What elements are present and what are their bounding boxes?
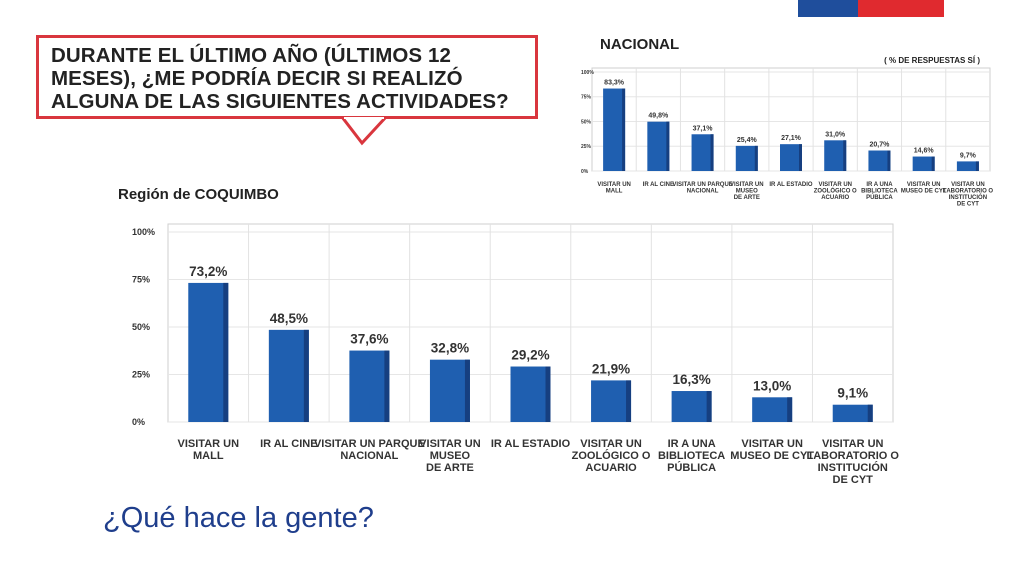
region-bar-side bbox=[626, 380, 632, 422]
nacional-category-label: VISITAR UN PARQUE NACIONAL bbox=[672, 182, 732, 195]
region-bar bbox=[510, 366, 551, 422]
nacional-bar-side bbox=[887, 150, 891, 171]
region-y-tick-label: 50% bbox=[132, 322, 150, 332]
nacional-bar-side bbox=[799, 144, 802, 171]
nacional-category-label: IR AL CINE bbox=[643, 182, 674, 188]
region-category-label: VISITAR UN MUSEO DE ARTE bbox=[419, 438, 481, 474]
nacional-value-label: 27,1% bbox=[781, 135, 802, 142]
region-bar bbox=[671, 391, 712, 422]
nacional-bar-side bbox=[843, 140, 847, 171]
nacional-bar bbox=[647, 121, 670, 171]
nacional-value-label: 37,1% bbox=[693, 125, 714, 132]
region-y-tick-label: 25% bbox=[132, 370, 150, 380]
region-bar-side bbox=[303, 329, 309, 422]
region-y-tick-label: 0% bbox=[132, 417, 145, 427]
region-value-label: 73,2% bbox=[189, 264, 227, 279]
region-bar bbox=[268, 329, 309, 422]
nacional-bar bbox=[912, 156, 935, 171]
region-bar-side bbox=[464, 359, 470, 422]
region-bar bbox=[752, 397, 793, 422]
region-heading: Región de COQUIMBO bbox=[118, 186, 279, 203]
region-category-label: VISITAR UN PARQUE NACIONAL bbox=[314, 438, 425, 462]
nacional-note: ( % DE RESPUESTAS SÍ ) bbox=[884, 56, 980, 65]
page-title: ¿Qué hace la gente? bbox=[103, 502, 374, 534]
region-value-label: 21,9% bbox=[592, 361, 630, 376]
nacional-category-label: VISITAR UN MUSEO DE CYT bbox=[901, 182, 947, 195]
region-bar-side bbox=[867, 404, 873, 422]
region-bar-side bbox=[545, 366, 551, 422]
question-text: Durante el último año (últimos 12 meses)… bbox=[51, 44, 509, 113]
nacional-category-label: IR A UNA BIBLIOTECA PÚBLICA bbox=[861, 182, 898, 201]
nacional-category-label: VISITAR UN LABORATORIO O INSTITUCIÓN DE CYT bbox=[943, 182, 994, 208]
region-value-label: 32,8% bbox=[431, 341, 469, 356]
bubble-tail bbox=[340, 117, 389, 146]
region-value-label: 37,6% bbox=[350, 332, 388, 347]
region-bar-side bbox=[223, 282, 229, 422]
nacional-y-tick-label: 0% bbox=[581, 169, 589, 175]
region-y-tick-label: 75% bbox=[132, 275, 150, 285]
nacional-value-label: 25,4% bbox=[737, 137, 758, 144]
region-value-label: 16,3% bbox=[672, 372, 710, 387]
nacional-bar-side bbox=[754, 145, 758, 171]
nacional-bar bbox=[780, 144, 802, 171]
nacional-value-label: 31,0% bbox=[825, 131, 846, 138]
nacional-bar-side bbox=[622, 88, 626, 171]
region-y-tick-label: 100% bbox=[132, 227, 155, 237]
region-bar bbox=[591, 380, 632, 422]
nacional-value-label: 49,8% bbox=[648, 113, 669, 120]
nacional-category-label: VISITAR UN ZOOLÓGICO O ACUARIO bbox=[814, 182, 857, 201]
region-category-label: VISITAR UN MUSEO DE CYT bbox=[730, 438, 814, 462]
nacional-bar bbox=[868, 150, 891, 171]
nacional-bar-side bbox=[975, 161, 979, 171]
nacional-category-label: VISITAR UN MUSEO DE ARTE bbox=[730, 182, 764, 201]
nacional-value-label: 9,7% bbox=[960, 152, 977, 159]
region-category-label: VISITAR UN LABORATORIO O INSTITUCIÓN DE CYT bbox=[806, 438, 899, 486]
nacional-bar-side bbox=[666, 121, 670, 171]
nacional-category-label: VISITAR UN MALL bbox=[597, 182, 631, 195]
nacional-bar bbox=[956, 161, 979, 171]
nacional-y-tick-label: 100% bbox=[581, 70, 594, 76]
nacional-value-label: 14,6% bbox=[914, 148, 935, 155]
region-bar bbox=[832, 404, 873, 422]
question-bubble: Durante el último año (últimos 12 meses)… bbox=[36, 35, 538, 119]
nacional-y-tick-label: 25% bbox=[581, 144, 592, 150]
nacional-y-tick-label: 50% bbox=[581, 119, 592, 125]
flag-blue-stripe bbox=[798, 0, 858, 17]
nacional-bar bbox=[603, 88, 626, 171]
nacional-value-label: 83,3% bbox=[604, 80, 625, 87]
region-category-label: IR AL CINE bbox=[260, 438, 317, 450]
region-value-label: 29,2% bbox=[511, 348, 549, 363]
region-bar-side bbox=[384, 350, 390, 422]
region-value-label: 13,0% bbox=[753, 378, 791, 393]
region-bar-side bbox=[706, 391, 712, 422]
nacional-bar-side bbox=[931, 156, 935, 171]
region-category-label: IR AL ESTADIO bbox=[491, 438, 571, 450]
region-bar bbox=[349, 350, 390, 422]
region-value-label: 48,5% bbox=[270, 311, 308, 326]
nacional-heading: NACIONAL bbox=[600, 36, 680, 53]
region-category-label: IR A UNA BIBLIOTECA PÚBLICA bbox=[658, 438, 725, 474]
nacional-bar bbox=[824, 140, 847, 171]
region-bar-side bbox=[787, 397, 793, 422]
region-category-label: VISITAR UN ZOOLÓGICO O ACUARIO bbox=[572, 438, 651, 474]
nacional-bar-side bbox=[710, 134, 714, 171]
flag-red-stripe bbox=[858, 0, 944, 17]
nacional-bar bbox=[691, 134, 714, 171]
region-category-label: VISITAR UN MALL bbox=[178, 438, 240, 462]
nacional-category-label: IR AL ESTADIO bbox=[769, 182, 813, 188]
nacional-bar bbox=[735, 145, 758, 171]
region-value-label: 9,1% bbox=[837, 386, 868, 401]
region-bar bbox=[429, 359, 470, 422]
region-bar bbox=[188, 282, 229, 422]
nacional-y-tick-label: 75% bbox=[581, 95, 592, 101]
nacional-value-label: 20,7% bbox=[870, 142, 891, 149]
